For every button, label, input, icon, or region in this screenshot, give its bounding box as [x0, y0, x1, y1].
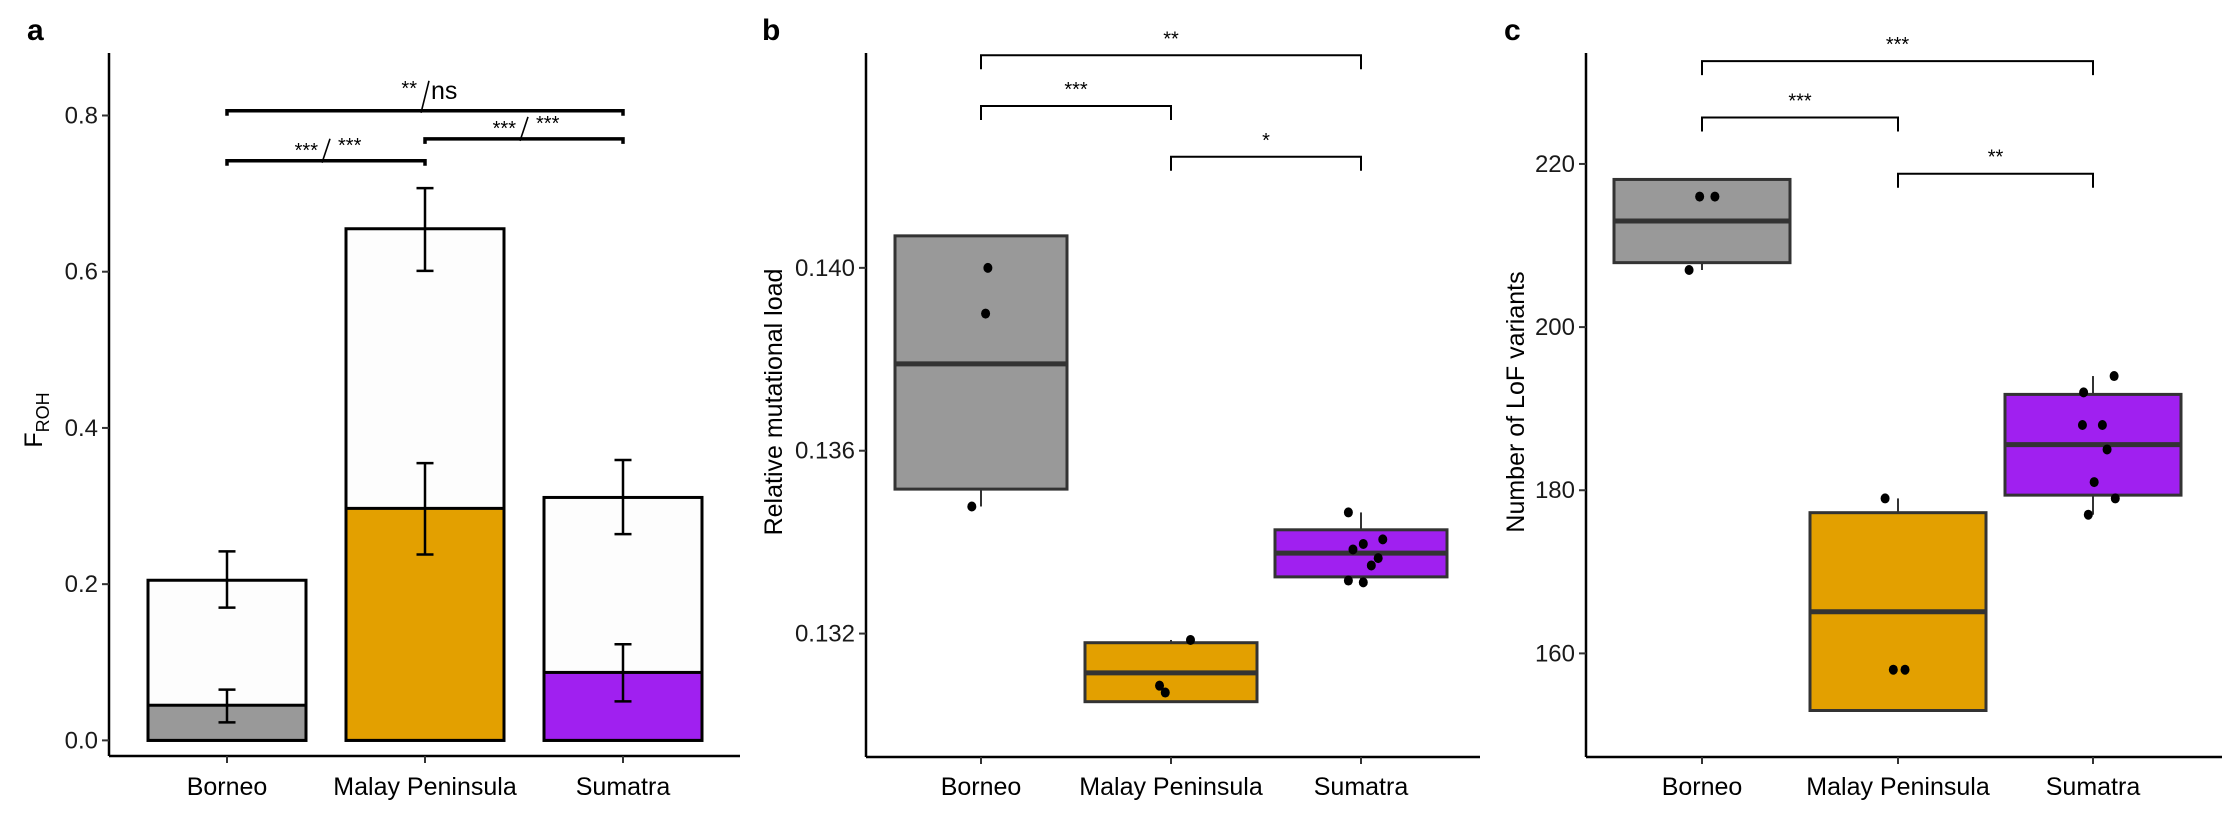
data-point-sumatra [1343, 507, 1353, 518]
significance-label-right: ns [431, 77, 457, 105]
y-tick-label: 0.136 [795, 438, 855, 465]
significance-slash [420, 80, 430, 113]
significance-bracket [1897, 172, 2094, 188]
data-point-malay-peninsula [1900, 664, 1910, 675]
data-point-sumatra [1366, 560, 1376, 571]
data-point-borneo [983, 262, 993, 273]
data-point-malay-peninsula [1888, 664, 1898, 675]
y-tick-label: 200 [1535, 314, 1575, 341]
data-point-sumatra [1343, 575, 1353, 586]
significance-label-right: *** [536, 113, 560, 135]
y-tick-label: 220 [1535, 151, 1575, 178]
y-tick-label: 160 [1535, 640, 1575, 667]
x-tick-label-malay-peninsula: Malay Peninsula [1806, 773, 1990, 801]
significance-slash [321, 138, 331, 164]
significance-bracket [1701, 116, 1899, 132]
y-tick-label: 0.0 [65, 727, 98, 754]
x-tick-label-borneo: Borneo [941, 773, 1022, 801]
significance-label: *** [1788, 90, 1812, 112]
data-point-sumatra [2102, 444, 2112, 455]
data-point-borneo [1710, 191, 1720, 202]
data-point-malay-peninsula [1160, 687, 1170, 698]
data-point-borneo [1684, 264, 1694, 275]
significance-bracket [423, 137, 625, 144]
significance-label: * [1262, 130, 1270, 152]
panel-a-froh-bar-chart: a FROH ** ns *** *** *** *** 0.0 0.2 0.4 0.6 0.8 Bo… [20, 14, 740, 801]
y-axis-title-mutational-load: Relative mutational load [760, 269, 788, 536]
data-point-sumatra [1348, 544, 1358, 555]
x-tick-label-borneo: Borneo [1662, 773, 1743, 801]
panel-letter-c: c [1504, 14, 1521, 47]
data-point-sumatra [2089, 477, 2099, 488]
data-point-borneo [967, 501, 977, 512]
x-tick-label-sumatra: Sumatra [2046, 773, 2141, 801]
data-point-malay-peninsula [1880, 493, 1890, 504]
data-point-sumatra [2077, 419, 2087, 430]
data-point-sumatra [1358, 577, 1368, 588]
significance-label: *** [1064, 79, 1088, 101]
data-point-malay-peninsula [1155, 680, 1165, 691]
significance-slash [519, 116, 529, 142]
y-tick-label: 0.8 [65, 102, 98, 129]
significance-label-left: *** [295, 140, 319, 162]
data-point-sumatra [1358, 538, 1368, 549]
panel-a-plot-area: ** ns *** *** *** *** 0.0 0.2 0.4 0.6 0.8 Borneo Mal… [65, 53, 740, 801]
significance-bracket [980, 54, 1362, 70]
y-tick-label: 0.2 [65, 571, 98, 598]
data-point-sumatra [2083, 509, 2093, 520]
y-axis-title-froh: FROH [20, 392, 53, 447]
data-point-borneo [1695, 191, 1705, 202]
data-point-sumatra [1378, 534, 1388, 545]
significance-bracket [225, 159, 427, 166]
significance-label-left: *** [493, 118, 517, 140]
y-tick-label: 180 [1535, 477, 1575, 504]
y-axis-title-lof-variants: Number of LoF variants [1502, 271, 1530, 532]
significance-bracket [1170, 155, 1362, 171]
data-point-sumatra [2109, 371, 2119, 382]
data-point-sumatra [2097, 419, 2107, 430]
significance-label: ** [1988, 147, 2004, 169]
significance-label-right: *** [338, 135, 362, 157]
significance-bracket [980, 105, 1172, 121]
y-axis-title-subscript: ROH [33, 392, 53, 432]
data-point-sumatra [2110, 493, 2120, 504]
y-tick-label: 0.6 [65, 259, 98, 286]
significance-bracket [225, 109, 625, 116]
data-point-sumatra [2079, 387, 2089, 398]
panel-c-lof-variants-boxplot: c Number of LoF variants ********1601802… [1502, 14, 2222, 801]
panel-letter-a: a [27, 14, 44, 47]
x-tick-label-borneo: Borneo [187, 773, 268, 801]
significance-label: *** [1886, 34, 1910, 56]
y-tick-label: 0.140 [795, 255, 855, 282]
x-tick-label-malay-peninsula: Malay Peninsula [333, 773, 517, 801]
data-point-borneo [981, 308, 991, 319]
significance-label-left: ** [401, 78, 417, 100]
x-tick-label-malay-peninsula: Malay Peninsula [1079, 773, 1263, 801]
x-tick-label-sumatra: Sumatra [576, 773, 671, 801]
y-tick-label: 0.132 [795, 621, 855, 648]
y-tick-label: 0.4 [65, 415, 98, 442]
significance-bracket [1701, 60, 2094, 76]
data-point-malay-peninsula [1185, 634, 1195, 645]
data-point-sumatra [1373, 553, 1383, 564]
significance-label: ** [1163, 28, 1179, 50]
panel-b-mutational-load-boxplot: b Relative mutational load ******0.1320.… [760, 14, 1480, 801]
panel-letter-b: b [762, 14, 780, 47]
y-axis-title-main: F [20, 432, 48, 447]
x-tick-label-sumatra: Sumatra [1314, 773, 1409, 801]
